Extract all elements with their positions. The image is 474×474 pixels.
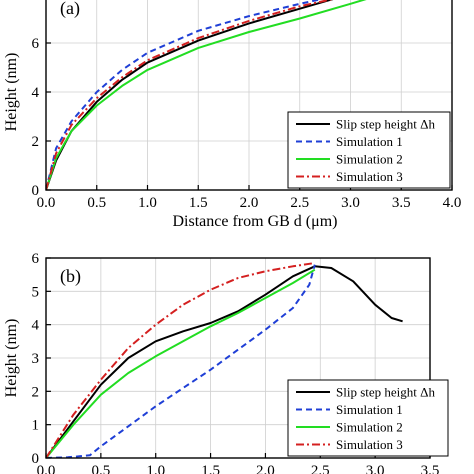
y-tick-label: 6 <box>32 251 40 267</box>
x-axis-label: Distance from GB d (μm) <box>173 213 338 230</box>
panel-label: (b) <box>60 266 81 287</box>
series-line-4 <box>46 262 315 458</box>
legend-label-3: Simulation 2 <box>336 420 403 435</box>
y-tick-label: 4 <box>32 85 40 101</box>
legend-label-4: Simulation 3 <box>336 169 403 184</box>
x-tick-label: 3.0 <box>366 463 385 474</box>
legend-label-2: Simulation 1 <box>336 134 403 149</box>
y-tick-label: 2 <box>32 384 40 400</box>
x-tick-label: 1.0 <box>138 195 157 211</box>
y-tick-label: 1 <box>32 418 40 434</box>
x-tick-label: 2.0 <box>256 463 275 474</box>
legend: Slip step height Δh Simulation 1 Simulatio… <box>287 379 449 457</box>
y-tick-label: 5 <box>32 284 40 300</box>
x-tick-label: 0.5 <box>87 195 106 211</box>
y-tick-label: 0 <box>32 451 40 467</box>
y-tick-label: 2 <box>32 134 40 150</box>
legend: Slip step height Δh Simulation 1 Simulatio… <box>287 111 451 189</box>
y-axis-label: Height (nm) <box>3 53 20 132</box>
x-tick-label: 3.0 <box>341 195 360 211</box>
x-tick-label: 0.0 <box>37 195 56 211</box>
legend-label-1: Slip step height Δh <box>336 385 435 400</box>
x-tick-label: 3.5 <box>421 463 440 474</box>
series-line-2 <box>46 0 323 190</box>
y-tick-label: 0 <box>32 183 40 199</box>
x-tick-label: 2.0 <box>240 195 259 211</box>
series-line-1 <box>46 265 403 458</box>
x-tick-label: 1.5 <box>189 195 208 211</box>
legend-label-2: Simulation 1 <box>336 402 403 417</box>
chart-panel-b: 0.0 0.5 1.0 1.5 2.0 2.5 3.0 3.5 0 1 2 3 4 5 6 Height (n… <box>3 251 449 474</box>
legend-label-4: Simulation 3 <box>336 437 403 452</box>
legend-label-1: Slip step height Δh <box>336 117 435 132</box>
x-tick-label: 2.5 <box>311 463 330 474</box>
x-tick-label: 0.0 <box>37 463 56 474</box>
y-axis-label: Height (nm) <box>3 319 20 398</box>
y-tick-label: 6 <box>32 36 40 52</box>
x-tick-label: 3.5 <box>392 195 411 211</box>
panel-label: (a) <box>60 0 80 19</box>
y-tick-label: 4 <box>32 318 40 334</box>
legend-label-3: Simulation 2 <box>336 152 403 167</box>
x-tick-label: 0.5 <box>91 463 110 474</box>
series-line-3 <box>46 0 367 190</box>
y-tick-label: 3 <box>32 351 40 367</box>
y-tick-label: 8 <box>32 0 40 3</box>
chart-panel-a: 0.0 0.5 1.0 1.5 2.0 2.5 3.0 3.5 4.0 0 2 4 6 8 Height (… <box>3 0 461 230</box>
x-tick-label: 1.5 <box>201 463 220 474</box>
series-line-4 <box>46 0 334 190</box>
x-tick-label: 1.0 <box>146 463 165 474</box>
series-line-3 <box>46 268 316 458</box>
series-line-2 <box>46 264 316 458</box>
x-tick-label: 4.0 <box>443 195 462 211</box>
x-tick-label: 2.5 <box>290 195 309 211</box>
